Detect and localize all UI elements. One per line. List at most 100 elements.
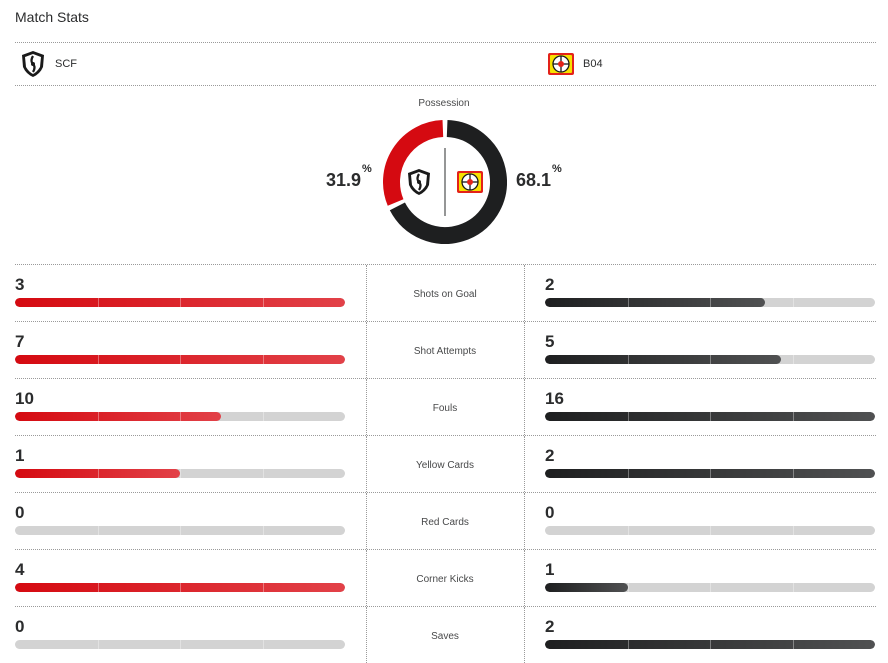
home-stat-bar (15, 412, 345, 421)
stat-bar-fill (15, 583, 345, 592)
possession-label: Possession (418, 98, 470, 109)
stat-row: 3 Shots on Goal 2 (15, 264, 876, 321)
home-stat-value: 3 (15, 275, 25, 294)
stat-bar-fill (545, 640, 875, 649)
home-stat-bar (15, 583, 345, 592)
bar-segment-line (180, 412, 181, 421)
bar-segment-line (97, 298, 99, 307)
bayer-leverkusen-crest-icon (457, 171, 483, 193)
stat-label: Shots on Goal (413, 289, 477, 300)
bar-segment-line (627, 469, 629, 478)
bar-segment-line (710, 469, 711, 478)
bar-segment-line (627, 640, 629, 649)
away-stat-value: 1 (545, 560, 555, 579)
bar-segment-line (710, 412, 711, 421)
stat-label: Red Cards (421, 517, 469, 528)
away-stat-value: 5 (545, 332, 555, 351)
bar-segment-line (792, 469, 794, 478)
home-stat-value: 10 (15, 389, 34, 408)
bar-segment-line (262, 298, 264, 307)
bar-segment-line (262, 355, 264, 364)
bar-segment-line (262, 469, 264, 478)
bar-segment-line (710, 355, 711, 364)
bar-segment-line (792, 298, 794, 307)
possession-donut-chart (383, 120, 507, 244)
away-stat-bar (545, 355, 875, 364)
home-stat-bar (15, 298, 345, 307)
bar-segment-line (792, 640, 794, 649)
stat-bar-fill (545, 355, 781, 364)
bar-segment-line (792, 412, 794, 421)
home-possession-value: 31.9% (326, 163, 372, 190)
stat-bar-fill (545, 412, 875, 421)
stat-bar-fill (545, 583, 628, 592)
away-team[interactable]: B04 (546, 47, 603, 81)
bar-segment-line (180, 526, 181, 535)
stat-label: Yellow Cards (416, 460, 474, 471)
stat-label: Saves (431, 631, 459, 642)
away-stat-value: 0 (545, 503, 555, 522)
away-stat-bar (545, 469, 875, 478)
home-possession-arc (383, 120, 444, 206)
bar-segment-line (792, 526, 794, 535)
bar-segment-line (180, 355, 181, 364)
bar-segment-line (792, 583, 794, 592)
stat-row: 10 Fouls 16 (15, 378, 876, 435)
stat-label: Fouls (432, 403, 458, 414)
home-stat-value: 0 (15, 617, 25, 636)
stat-row: 0 Saves 2 (15, 606, 876, 663)
bar-segment-line (97, 412, 99, 421)
bar-segment-line (792, 355, 794, 364)
bar-segment-line (710, 640, 711, 649)
home-stat-bar (15, 526, 345, 535)
bar-segment-line (627, 298, 629, 307)
bar-segment-line (180, 298, 181, 307)
home-stat-value: 7 (15, 332, 25, 351)
bar-segment-line (627, 412, 629, 421)
home-stat-value: 0 (15, 503, 25, 522)
bar-segment-line (710, 298, 711, 307)
stats-table: 3 Shots on Goal 2 7 Shot Attempts 5 10 F… (15, 264, 876, 663)
bar-segment-line (710, 583, 711, 592)
section-title: Match Stats (15, 9, 89, 25)
away-stat-bar (545, 298, 875, 307)
away-stat-value: 16 (545, 389, 564, 408)
home-team-abbr: SCF (55, 58, 77, 70)
bar-segment-line (627, 583, 629, 592)
stat-bar-fill (545, 298, 765, 307)
stat-row: 0 Red Cards 0 (15, 492, 876, 549)
away-stat-value: 2 (545, 446, 555, 465)
sc-freiburg-crest-icon (18, 49, 48, 79)
stat-row: 7 Shot Attempts 5 (15, 321, 876, 378)
bar-segment-line (97, 583, 99, 592)
away-stat-bar (545, 412, 875, 421)
bar-segment-line (97, 526, 99, 535)
stat-bar-fill (15, 355, 345, 364)
away-possession-arc (389, 120, 507, 244)
divider (15, 85, 876, 86)
stat-bar-fill (15, 469, 180, 478)
bar-segment-line (627, 355, 629, 364)
bar-segment-line (97, 640, 99, 649)
stat-bar-fill (15, 412, 222, 421)
bar-segment-line (262, 640, 264, 649)
home-stat-bar (15, 355, 345, 364)
stat-row: 4 Corner Kicks 1 (15, 549, 876, 606)
bar-segment-line (180, 640, 181, 649)
stat-label: Shot Attempts (413, 346, 477, 357)
bayer-leverkusen-crest-icon (546, 49, 576, 79)
bar-segment-line (262, 412, 264, 421)
stat-bar-fill (545, 469, 875, 478)
home-team[interactable]: SCF (18, 47, 77, 81)
bar-segment-line (97, 355, 99, 364)
sc-freiburg-crest-icon (408, 169, 430, 195)
divider (15, 42, 876, 43)
bar-segment-line (180, 583, 181, 592)
away-stat-bar (545, 583, 875, 592)
bar-segment-line (262, 583, 264, 592)
bar-segment-line (97, 469, 99, 478)
bar-segment-line (262, 526, 264, 535)
away-team-abbr: B04 (583, 58, 603, 70)
home-stat-bar (15, 469, 345, 478)
home-stat-bar (15, 640, 345, 649)
